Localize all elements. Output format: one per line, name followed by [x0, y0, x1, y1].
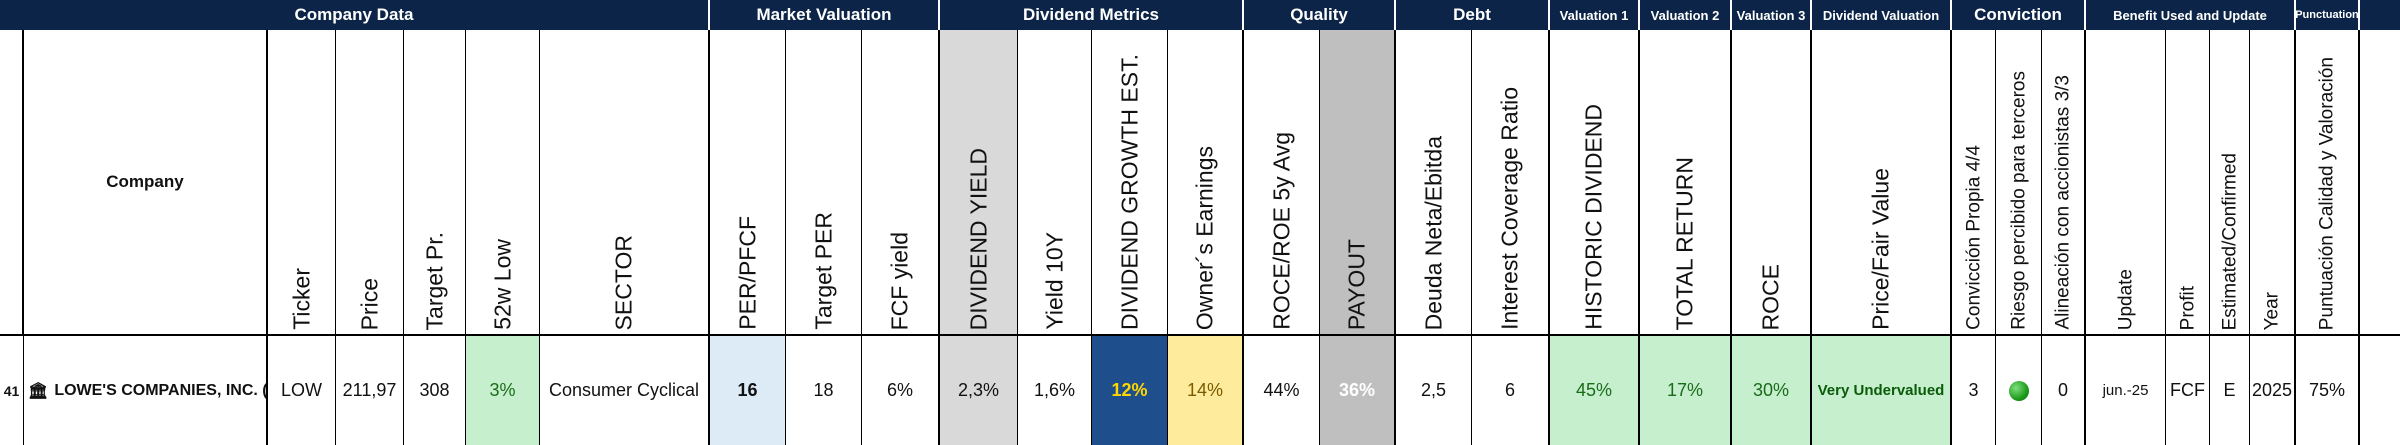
cell-roce[interactable]: 30%: [1732, 336, 1812, 445]
cell-update[interactable]: jun.-25: [2086, 336, 2166, 445]
header-profit[interactable]: Profit: [2166, 30, 2210, 334]
group-market-valuation[interactable]: Market Valuation: [710, 0, 940, 30]
header-puntuacion[interactable]: Puntuación Calidad y Valoración: [2296, 30, 2360, 334]
cell-roce-roe[interactable]: 44%: [1244, 336, 1320, 445]
bank-icon: 🏛: [28, 382, 49, 400]
cell-empty: [2360, 336, 2400, 445]
group-valuation2[interactable]: Valuation 2: [1640, 0, 1732, 30]
header-price[interactable]: Price: [336, 30, 404, 334]
group-quality[interactable]: Quality: [1244, 0, 1396, 30]
header-price-fair-value[interactable]: Price/Fair Value: [1812, 30, 1952, 334]
green-circle-icon: [2008, 380, 2029, 401]
group-conviction[interactable]: Conviction: [1952, 0, 2086, 30]
row-number[interactable]: 41: [0, 336, 24, 445]
cell-deuda[interactable]: 2,5: [1396, 336, 1472, 445]
cell-total-return[interactable]: 17%: [1640, 336, 1732, 445]
cell-puntuacion[interactable]: 75%: [2296, 336, 2360, 445]
header-per-pfcf[interactable]: PER/PFCF: [710, 30, 786, 334]
cell-riesgo[interactable]: [1996, 336, 2042, 445]
header-year[interactable]: Year: [2250, 30, 2296, 334]
header-empty: [2360, 30, 2400, 334]
group-valuation3[interactable]: Valuation 3: [1732, 0, 1812, 30]
header-historic-dividend[interactable]: HISTORIC DIVIDEND: [1550, 30, 1640, 334]
cell-fcf-yield[interactable]: 6%: [862, 336, 940, 445]
header-yield-10y[interactable]: Yield 10Y: [1018, 30, 1092, 334]
cell-price-fair-value[interactable]: Very Undervalued: [1812, 336, 1952, 445]
header-52w-low[interactable]: 52w Low: [466, 30, 540, 334]
cell-payout[interactable]: 36%: [1320, 336, 1396, 445]
cell-yield-10y[interactable]: 1,6%: [1018, 336, 1092, 445]
header-fcf-yield[interactable]: FCF yield: [862, 30, 940, 334]
cell-interest-coverage[interactable]: 6: [1472, 336, 1550, 445]
cell-company[interactable]: 🏛 LOWE'S COMPANIES, INC. (XN: [24, 336, 268, 445]
table-row: 41 🏛 LOWE'S COMPANIES, INC. (XN LOW 211,…: [0, 336, 2400, 445]
group-debt[interactable]: Debt: [1396, 0, 1550, 30]
cell-price[interactable]: 211,97: [336, 336, 404, 445]
header-conviccion-propia[interactable]: Convicción Propia 4/4: [1952, 30, 1996, 334]
cell-alineacion[interactable]: 0: [2042, 336, 2086, 445]
cell-target-pr[interactable]: 308: [404, 336, 466, 445]
cell-per-pfcf[interactable]: 16: [710, 336, 786, 445]
header-deuda[interactable]: Deuda Neta/Ebitda: [1396, 30, 1472, 334]
group-punctuation[interactable]: Punctuation: [2296, 0, 2360, 30]
cell-conviccion[interactable]: 3: [1952, 336, 1996, 445]
group-benefit[interactable]: Benefit Used and Update: [2086, 0, 2296, 30]
cell-estimated[interactable]: E: [2210, 336, 2250, 445]
group-company-data[interactable]: Company Data: [0, 0, 710, 30]
cell-profit[interactable]: FCF: [2166, 336, 2210, 445]
header-interest-coverage[interactable]: Interest Coverage Ratio: [1472, 30, 1550, 334]
cell-ticker[interactable]: LOW: [268, 336, 336, 445]
header-target-per[interactable]: Target PER: [786, 30, 862, 334]
company-name: LOWE'S COMPANIES, INC. (XN: [54, 381, 268, 399]
header-roce[interactable]: ROCE: [1732, 30, 1812, 334]
header-ticker[interactable]: Ticker: [268, 30, 336, 334]
cell-dividend-yield[interactable]: 2,3%: [940, 336, 1018, 445]
cell-52w-low[interactable]: 3%: [466, 336, 540, 445]
header-owners-earnings[interactable]: Owner´s Earnings: [1168, 30, 1244, 334]
cell-historic-dividend[interactable]: 45%: [1550, 336, 1640, 445]
header-estimated[interactable]: Estimated/Confirmed: [2210, 30, 2250, 334]
cell-year[interactable]: 2025: [2250, 336, 2296, 445]
header-total-return[interactable]: TOTAL RETURN: [1640, 30, 1732, 334]
header-dividend-growth[interactable]: DIVIDEND GROWTH EST.: [1092, 30, 1168, 334]
group-header-row: Company Data Market Valuation Dividend M…: [0, 0, 2400, 30]
header-target-pr[interactable]: Target Pr.: [404, 30, 466, 334]
column-header-row: Company Ticker Price Target Pr. 52w Low …: [0, 30, 2400, 336]
cell-target-per[interactable]: 18: [786, 336, 862, 445]
header-sector[interactable]: SECTOR: [540, 30, 710, 334]
header-rownum-corner: [0, 30, 24, 334]
header-payout[interactable]: PAYOUT: [1320, 30, 1396, 334]
group-dividend-metrics[interactable]: Dividend Metrics: [940, 0, 1244, 30]
cell-owners-earnings[interactable]: 14%: [1168, 336, 1244, 445]
header-riesgo[interactable]: Riesgo percibido para terceros: [1996, 30, 2042, 334]
header-update[interactable]: Update: [2086, 30, 2166, 334]
header-alineacion[interactable]: Alineación con accionistas 3/3: [2042, 30, 2086, 334]
header-dividend-yield[interactable]: DIVIDEND YIELD: [940, 30, 1018, 334]
cell-sector[interactable]: Consumer Cyclical: [540, 336, 710, 445]
cell-dividend-growth[interactable]: 12%: [1092, 336, 1168, 445]
group-dividend-valuation[interactable]: Dividend Valuation: [1812, 0, 1952, 30]
header-roce-roe[interactable]: ROCE/ROE 5y Avg: [1244, 30, 1320, 334]
header-company[interactable]: Company: [24, 30, 268, 334]
group-valuation1[interactable]: Valuation 1: [1550, 0, 1640, 30]
